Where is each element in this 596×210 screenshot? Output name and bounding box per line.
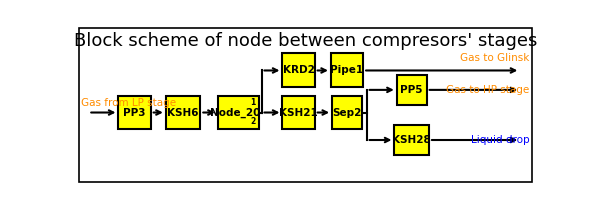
Text: Gas from LP stage: Gas from LP stage [82, 98, 176, 108]
Text: Sep2: Sep2 [333, 108, 362, 118]
Text: Pipe1: Pipe1 [330, 66, 364, 75]
Text: KRD2: KRD2 [283, 66, 315, 75]
Text: Block scheme of node between compresors' stages: Block scheme of node between compresors'… [74, 32, 537, 50]
Bar [218, 96, 259, 130]
Text: KSH28: KSH28 [392, 135, 431, 145]
Bar [395, 125, 429, 155]
Text: Liquid drop: Liquid drop [471, 135, 529, 145]
Text: 2: 2 [251, 117, 256, 126]
Text: Node_20: Node_20 [210, 107, 260, 118]
Text: KSH6: KSH6 [167, 108, 199, 118]
Text: Gas to Glinsk: Gas to Glinsk [460, 53, 529, 63]
Bar [331, 54, 363, 87]
Text: PP3: PP3 [123, 108, 146, 118]
Bar [166, 96, 200, 130]
Bar [283, 96, 315, 130]
Text: PP5: PP5 [401, 85, 423, 95]
Bar [332, 96, 362, 130]
Text: 1: 1 [251, 98, 256, 107]
Text: KSH21: KSH21 [279, 108, 318, 118]
Bar [119, 96, 151, 130]
Text: Gas to HP stage: Gas to HP stage [446, 85, 529, 95]
Bar [283, 54, 315, 87]
Bar [397, 75, 427, 105]
